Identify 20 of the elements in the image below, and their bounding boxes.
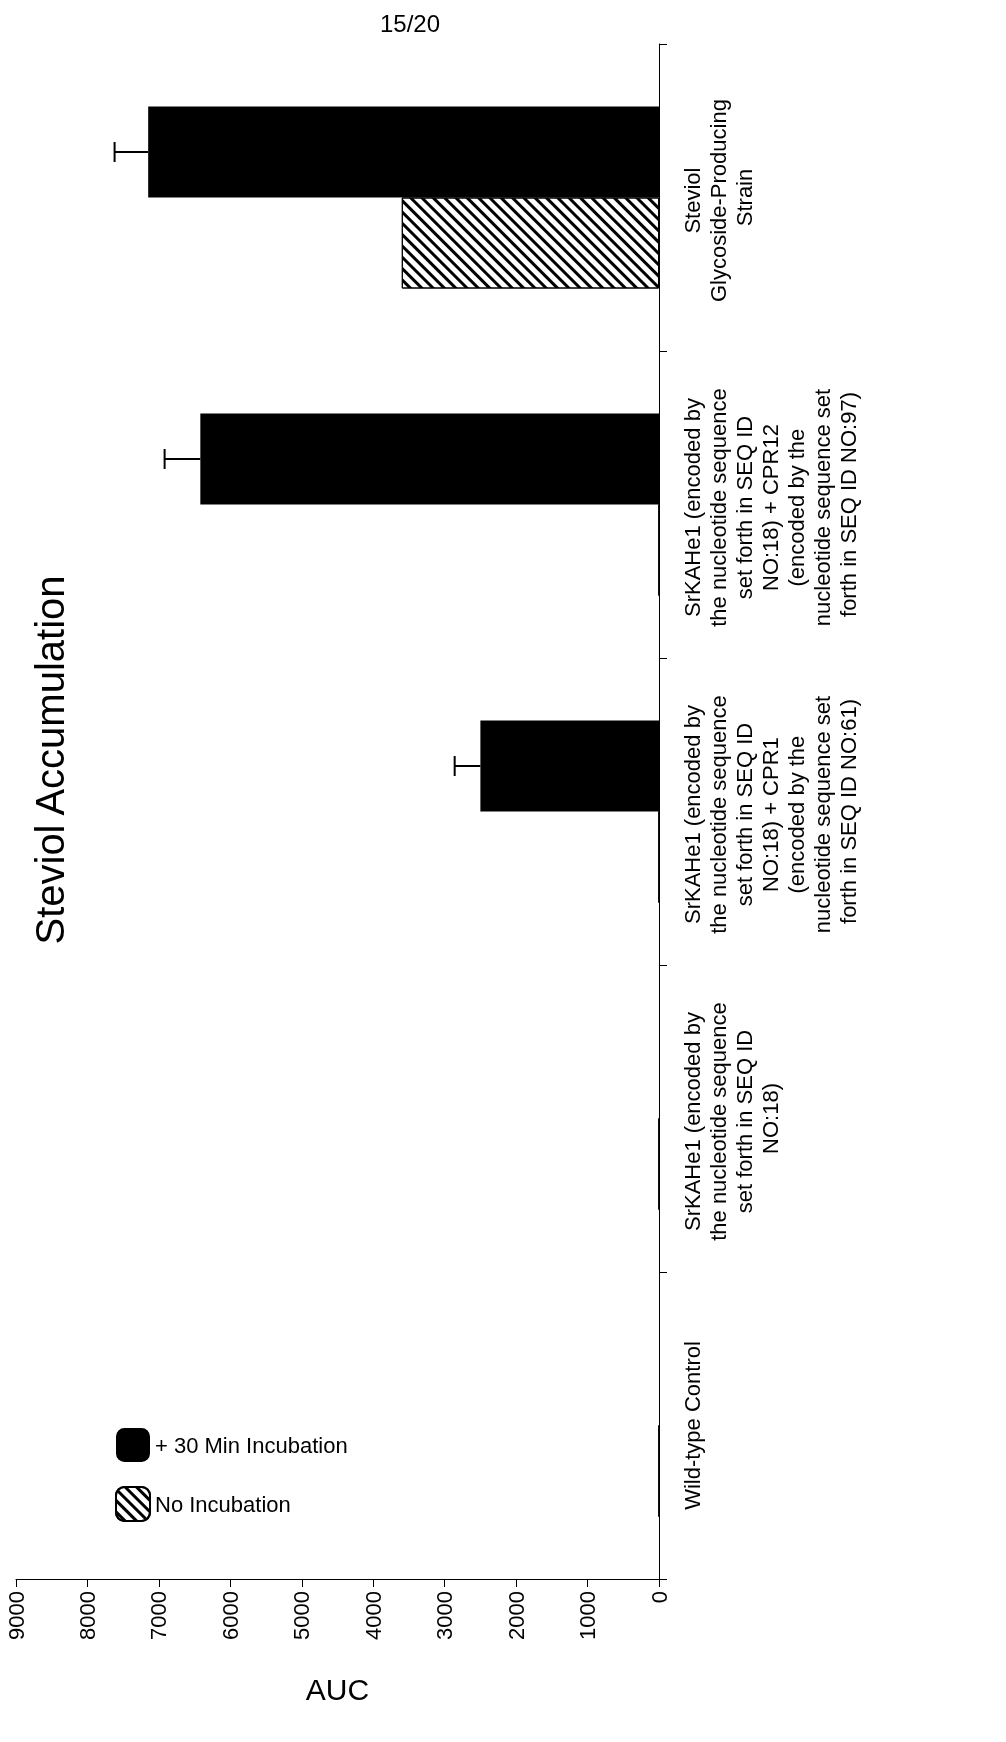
y-tick-label: SrKAHe1 (encoded by the nucleotide sequence set forth in SEQ ID NO:18): [679, 996, 783, 1241]
x-axis-title: AUC: [305, 1672, 370, 1706]
y-tick-label: SrKAHe1 (encoded by the nucleotide sequence set forth in SEQ ID NO:18) + CPR1 (encoded by the nucleotide sequence set forth in SEQ ID NO:61): [679, 689, 861, 934]
y-tick-label: SrKAHe1 (encoded by the nucleotide sequence set forth in SEQ ID NO:18) + CPR12 (encoded by the nucleotide sequence set forth in SEQ ID NO:97): [679, 382, 861, 627]
legend-label: + 30 Min Incubation: [155, 1432, 348, 1458]
x-tick-label: 7000: [146, 1591, 172, 1640]
text: Steviol Accumulation: [28, 575, 72, 945]
x-tick-label: 2000: [503, 1591, 529, 1640]
x-tick-label: 4000: [360, 1591, 386, 1640]
y-tick-label: Wild-type Control: [679, 1341, 705, 1510]
legend-label: No Incubation: [155, 1491, 291, 1517]
text: 15/20: [380, 10, 441, 38]
x-tick-label: 6000: [217, 1591, 243, 1640]
x-tick-label: 9000: [3, 1591, 29, 1640]
x-tick-label: 0: [646, 1591, 672, 1604]
x-tick-label: 1000: [575, 1591, 601, 1640]
x-tick-label: 5000: [289, 1591, 315, 1640]
y-tick-label: Steviol Glycoside-Producing Strain: [679, 92, 757, 303]
x-tick-label: 3000: [432, 1591, 458, 1640]
x-tick-label: 8000: [74, 1591, 100, 1640]
